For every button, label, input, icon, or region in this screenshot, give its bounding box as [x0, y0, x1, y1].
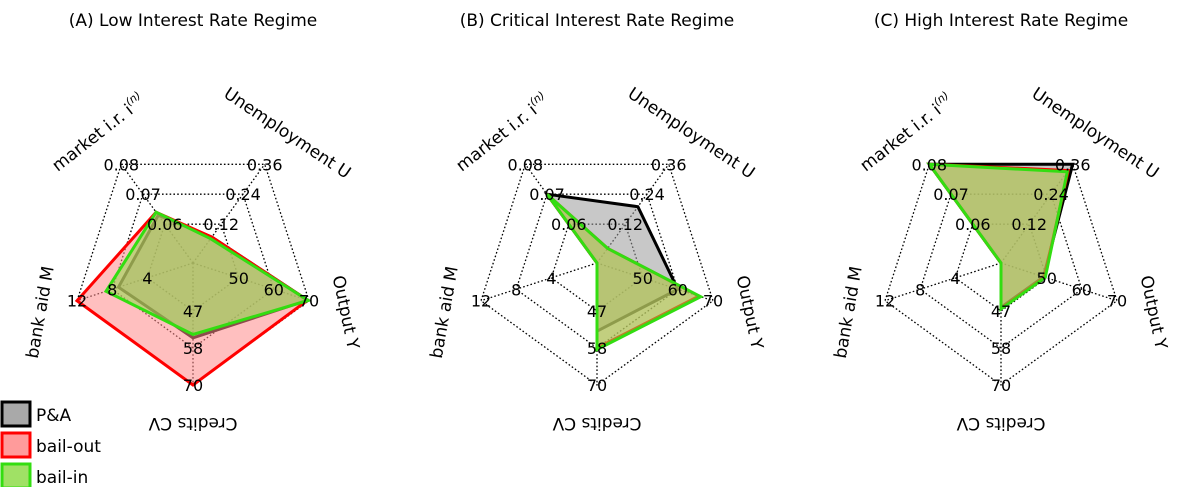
- axis-label: Credits CV: [552, 413, 641, 433]
- tick-label: 0.07: [529, 185, 565, 204]
- series-area-bail-in: [103, 210, 312, 337]
- tick-label: 58: [587, 339, 607, 358]
- tick-label: 50: [633, 269, 653, 288]
- legend-swatch-p-a: [0, 400, 32, 428]
- tick-label: 0.24: [1033, 185, 1069, 204]
- tick-label: 8: [511, 280, 521, 299]
- legend-swatch-bail-in: [0, 462, 32, 487]
- axis-label: bank aid M: [23, 265, 59, 360]
- tick-label: 50: [1037, 269, 1057, 288]
- panel-title: (B) Critical Interest Rate Regime: [460, 11, 735, 31]
- axis-spoke-4: [480, 262, 598, 302]
- tick-label: 47: [183, 302, 203, 321]
- tick-label: 60: [1072, 280, 1092, 299]
- tick-label: 4: [950, 269, 960, 288]
- radar-panel-1: (B) Critical Interest Rate Regime 0.06 0.0…: [427, 11, 767, 433]
- tick-label: 0.12: [607, 215, 643, 234]
- axis-label: Credits CV: [148, 413, 237, 433]
- tick-label: 0.12: [1011, 215, 1047, 234]
- tick-label: 8: [915, 280, 925, 299]
- tick-label: 0.08: [507, 155, 543, 174]
- tick-label: 0.06: [955, 215, 991, 234]
- tick-label: 70: [587, 376, 607, 395]
- axis-label: Unemployment U: [624, 84, 758, 184]
- tick-label: 0.08: [103, 155, 139, 174]
- tick-label: 47: [991, 302, 1011, 321]
- legend-swatch-bail-out: [0, 431, 32, 459]
- legend-label: P&A: [36, 406, 72, 426]
- tick-label: 0.36: [651, 155, 687, 174]
- tick-label: 0.24: [225, 185, 261, 204]
- tick-label: 0.12: [203, 215, 239, 234]
- series-area-bail-in: [545, 193, 704, 352]
- tick-label: 70: [299, 292, 319, 311]
- tick-label: 47: [587, 302, 607, 321]
- tick-label: 4: [142, 269, 152, 288]
- panel-title: (C) High Interest Rate Regime: [874, 11, 1128, 31]
- axis-label: Credits CV: [956, 413, 1045, 433]
- series-area-bail-in: [926, 162, 1070, 312]
- axis-label: Output Y: [1136, 274, 1171, 352]
- tick-label: 58: [183, 339, 203, 358]
- tick-label: 50: [229, 269, 249, 288]
- tick-label: 70: [183, 376, 203, 395]
- tick-label: 0.36: [1055, 155, 1091, 174]
- tick-label: 60: [264, 280, 284, 299]
- panel-title: (A) Low Interest Rate Regime: [69, 11, 318, 31]
- tick-label: 12: [875, 292, 895, 311]
- tick-label: 0.07: [125, 185, 161, 204]
- legend: P&A bail-out bail-in: [0, 400, 101, 487]
- tick-label: 8: [107, 280, 117, 299]
- axis-label: Output Y: [732, 274, 767, 352]
- tick-label: 0.08: [911, 155, 947, 174]
- tick-label: 70: [1107, 292, 1127, 311]
- tick-label: 0.07: [933, 185, 969, 204]
- tick-label: 0.24: [629, 185, 665, 204]
- tick-label: 12: [67, 292, 87, 311]
- axis-label: Output Y: [328, 274, 363, 352]
- tick-label: 0.06: [551, 215, 587, 234]
- axis-label: bank aid M: [831, 265, 867, 360]
- tick-label: 4: [546, 269, 556, 288]
- tick-label: 70: [991, 376, 1011, 395]
- tick-label: 70: [703, 292, 723, 311]
- tick-label: 0.36: [247, 155, 283, 174]
- tick-label: 0.06: [147, 215, 183, 234]
- axis-label: bank aid M: [427, 265, 463, 360]
- grid-ring-2: [884, 163, 1118, 386]
- grid-ring-2: [480, 163, 714, 386]
- axis-spoke-4: [884, 262, 1002, 302]
- legend-label: bail-out: [36, 437, 101, 457]
- tick-label: 60: [668, 280, 688, 299]
- tick-label: 58: [991, 339, 1011, 358]
- legend-label: bail-in: [36, 468, 88, 487]
- tick-label: 12: [471, 292, 491, 311]
- axis-label: Unemployment U: [220, 84, 354, 184]
- radar-panel-0: (A) Low Interest Rate Regime 0.06 0.07 0.08…: [23, 11, 363, 433]
- radar-panel-2: (C) High Interest Rate Regime 0.06 0.07 0.0…: [831, 11, 1171, 433]
